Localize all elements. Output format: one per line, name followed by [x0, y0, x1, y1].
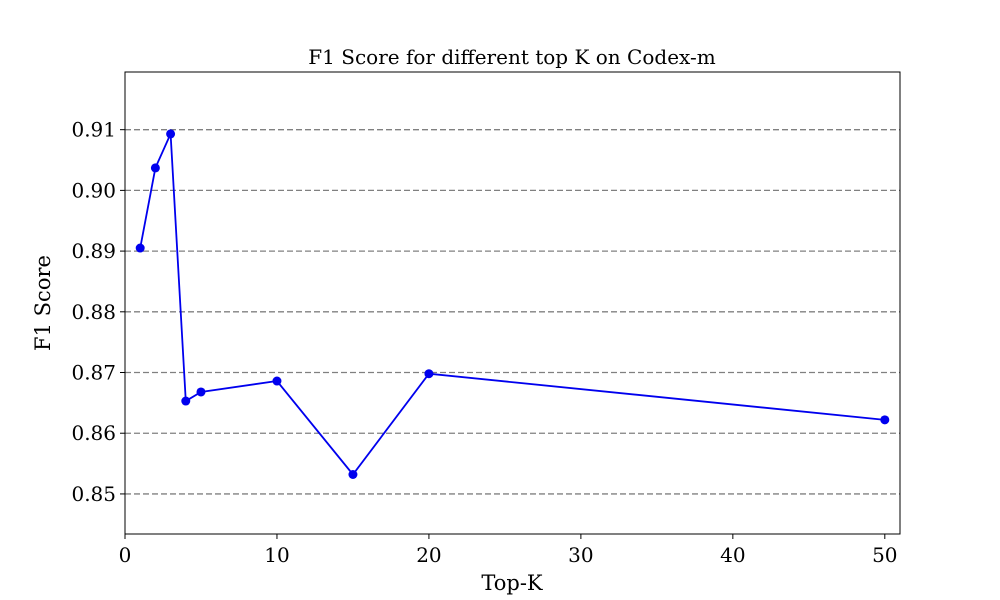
- data-point: [135, 243, 145, 253]
- data-point: [196, 387, 206, 397]
- x-tick-label: 30: [568, 543, 593, 567]
- data-series: [135, 129, 890, 480]
- x-axis-label: Top-K: [481, 571, 543, 595]
- data-point: [424, 369, 434, 379]
- x-axis: 0 10 20 30 40 50: [119, 534, 898, 567]
- y-axis: 0.85 0.86 0.87 0.88 0.89 0.90 0.91: [71, 118, 125, 506]
- data-point: [166, 129, 176, 139]
- y-tick-label: 0.86: [71, 421, 116, 445]
- data-point: [272, 376, 282, 386]
- y-tick-label: 0.88: [71, 300, 116, 324]
- y-tick-label: 0.91: [71, 118, 116, 142]
- data-point: [150, 163, 160, 173]
- plot-frame: [124, 71, 901, 535]
- x-tick-label: 50: [872, 543, 897, 567]
- series-line: [139, 133, 885, 476]
- gridlines: [125, 129, 900, 495]
- y-axis-label: F1 Score: [31, 255, 55, 351]
- data-point: [348, 470, 358, 480]
- data-point: [181, 396, 191, 406]
- y-tick-label: 0.90: [71, 178, 116, 202]
- x-tick-label: 0: [119, 543, 132, 567]
- x-tick-label: 40: [720, 543, 745, 567]
- x-tick-label: 10: [264, 543, 289, 567]
- y-tick-label: 0.89: [71, 239, 116, 263]
- chart-title: F1 Score for different top K on Codex-m: [308, 45, 715, 69]
- data-point: [880, 415, 890, 425]
- y-tick-label: 0.85: [71, 482, 116, 506]
- x-tick-label: 20: [416, 543, 441, 567]
- y-tick-label: 0.87: [71, 361, 116, 385]
